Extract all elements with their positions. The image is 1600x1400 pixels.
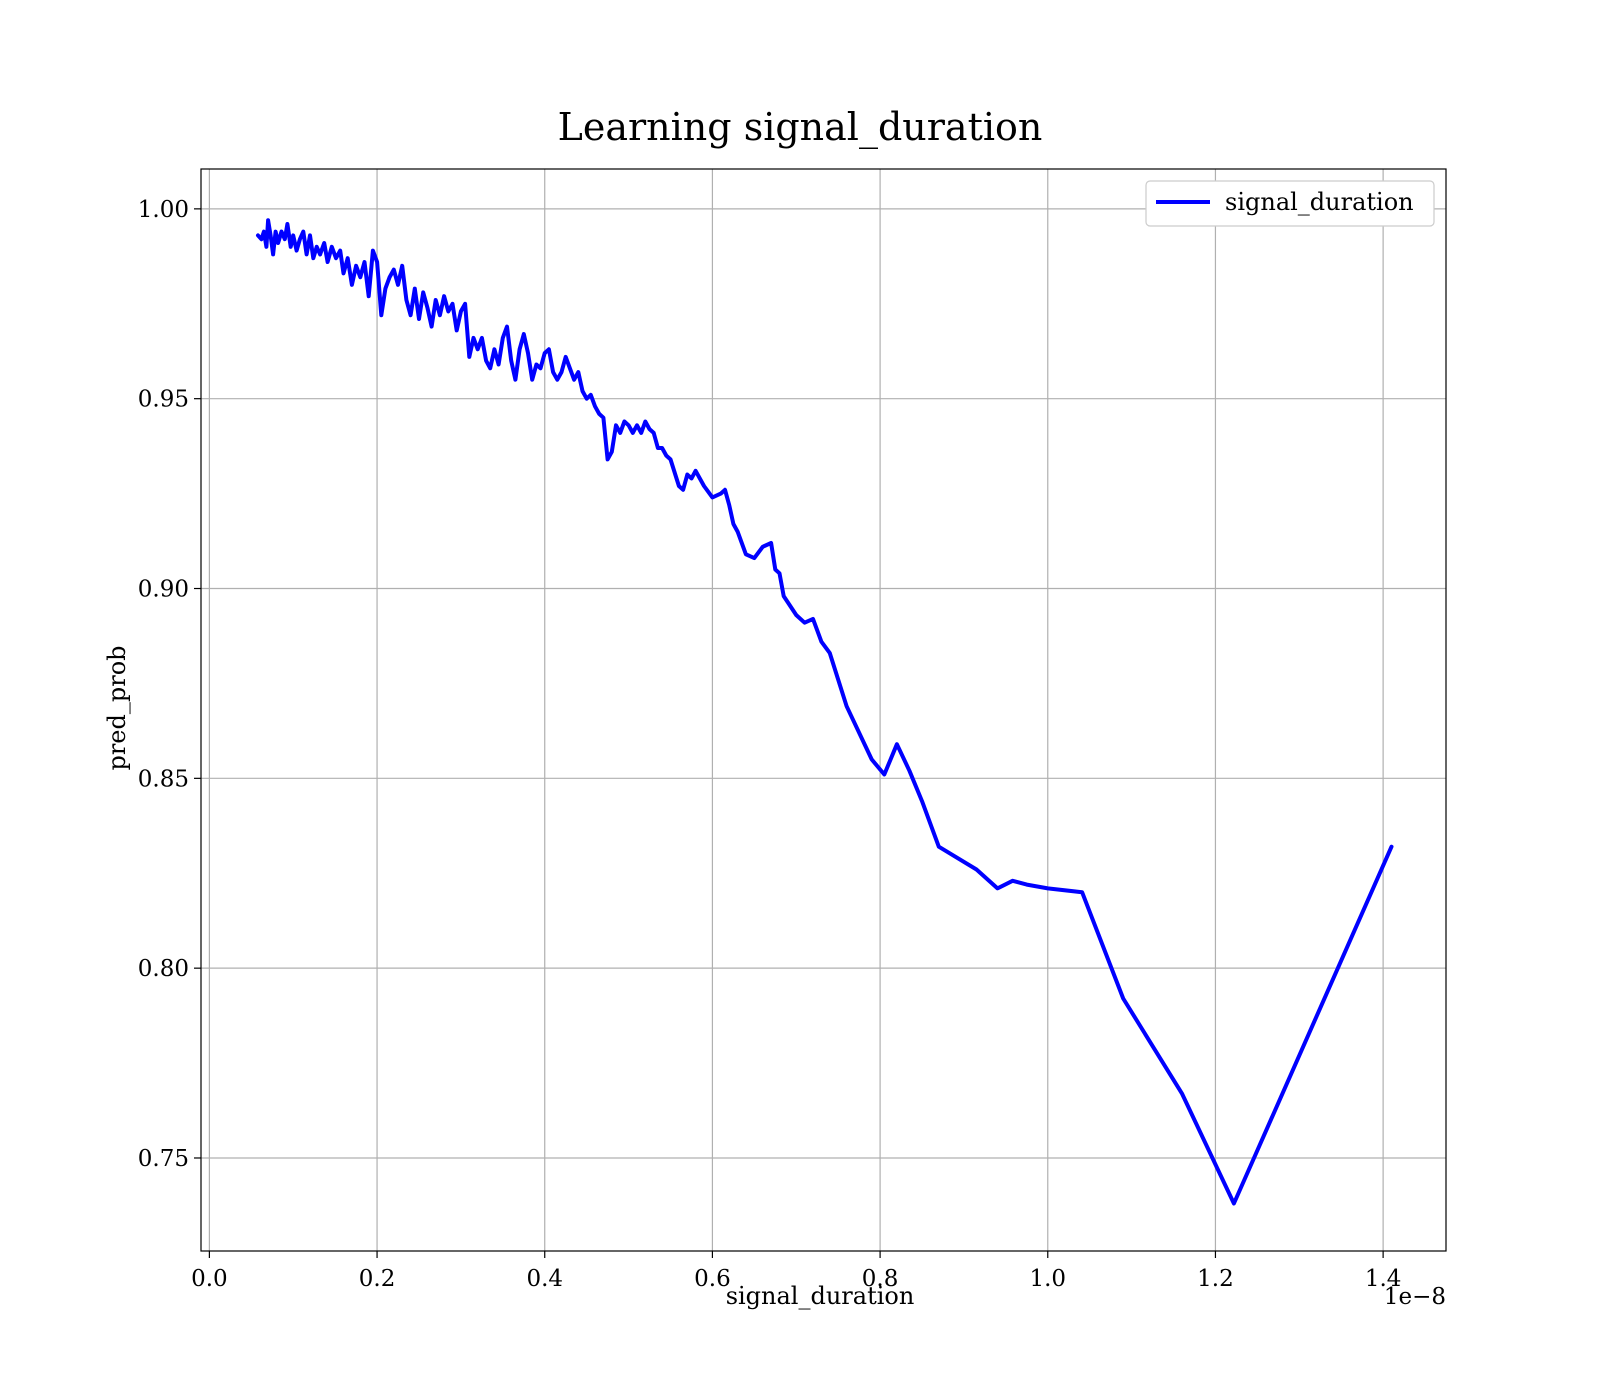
legend-box xyxy=(1145,180,1435,227)
y-tick-label: 0.85 xyxy=(138,766,189,792)
chart-title: Learning signal_duration xyxy=(558,105,1043,150)
grid xyxy=(201,169,1446,1251)
x-tick-label: 1.2 xyxy=(1197,1266,1234,1292)
x-tick-label: 0.6 xyxy=(694,1266,731,1292)
legend-label: signal_duration xyxy=(1225,188,1414,216)
y-axis-label: pred_prob xyxy=(103,645,131,770)
x-tick-label: 0.8 xyxy=(862,1266,899,1292)
plot-frame xyxy=(200,168,1447,1252)
x-tick-label: 0.2 xyxy=(359,1266,396,1292)
y-tick-label: 0.80 xyxy=(138,956,189,982)
series-line-signal-duration xyxy=(256,218,1394,1206)
x-tick-label: 1.0 xyxy=(1029,1266,1066,1292)
y-tick-label: 0.90 xyxy=(138,577,189,603)
x-axis-offset-label: 1e−8 xyxy=(1384,1284,1446,1310)
x-tick-label: 1.4 xyxy=(1365,1266,1402,1292)
y-tick-label: 0.95 xyxy=(138,387,189,413)
x-axis-label: signal_duration xyxy=(726,1282,915,1310)
series-layer xyxy=(256,218,1394,1206)
y-tick-label: 0.75 xyxy=(138,1146,189,1172)
x-tick-label: 0.4 xyxy=(526,1266,563,1292)
x-tick-label: 0.0 xyxy=(191,1266,228,1292)
legend: signal_duration xyxy=(1145,180,1435,227)
axis-ticks: 0.0 0.2 0.4 0.6 0.8 1.0 1.2 1.4 0.75 0.80 0.85 0.90… xyxy=(138,197,1402,1292)
y-tick-label: 1.00 xyxy=(138,197,189,223)
